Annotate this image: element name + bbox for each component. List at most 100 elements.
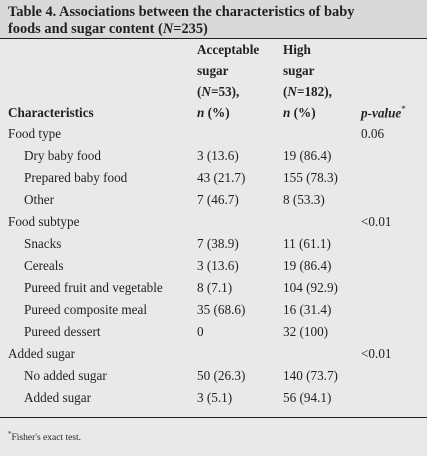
p-value-cell <box>361 233 427 255</box>
header-high-count-symbol: n <box>283 105 291 120</box>
row-label: Pureed composite meal <box>24 302 148 317</box>
high-sugar-cell <box>283 343 361 365</box>
row-label: Pureed dessert <box>24 324 101 339</box>
p-value-cell <box>361 189 427 211</box>
row-label: Other <box>24 192 55 207</box>
table-row: Dry baby food 3 (13.6) 19 (86.4) <box>0 145 427 167</box>
title-rule <box>0 38 427 39</box>
header-acceptable-n-value: =53), <box>210 84 240 99</box>
header-p-value-label: p-value <box>361 105 402 120</box>
p-value-cell <box>361 387 427 409</box>
p-value-cell: <0.01 <box>361 346 392 361</box>
p-value-cell <box>361 255 427 277</box>
header-acceptable-n-symbol: N <box>201 84 211 99</box>
table-row: Pureed fruit and vegetable 8 (7.1) 104 (92… <box>0 277 427 299</box>
acceptable-sugar-cell <box>197 123 283 145</box>
high-sugar-cell: 8 (53.3) <box>283 192 325 207</box>
row-label: Food type <box>8 126 62 141</box>
table-row: Added sugar 3 (5.1) 56 (94.1) <box>0 387 427 409</box>
high-sugar-cell <box>283 211 361 233</box>
header-high-sugar: High sugar (N=182), n (%) <box>283 39 361 123</box>
header-acceptable-line-1: Acceptable <box>197 42 260 57</box>
p-value-cell <box>361 321 427 343</box>
header-high-line-1: High <box>283 42 311 57</box>
header-characteristics: Characteristics <box>0 39 197 123</box>
acceptable-sugar-cell <box>197 211 283 233</box>
title-line-1: Table 4. Associations between the charac… <box>8 4 355 20</box>
title-n-symbol: N <box>162 21 174 37</box>
header-acceptable-line-4: n (%) <box>197 102 283 123</box>
header-characteristics-label: Characteristics <box>8 105 94 120</box>
high-sugar-cell: 16 (31.4) <box>283 302 332 317</box>
row-label: Snacks <box>24 236 62 251</box>
acceptable-sugar-cell: 7 (38.9) <box>197 236 239 251</box>
p-value-cell <box>361 365 427 387</box>
header-high-line-3: (N=182), <box>283 81 361 102</box>
high-sugar-cell: 19 (86.4) <box>283 148 332 163</box>
high-sugar-cell <box>283 123 361 145</box>
acceptable-sugar-cell <box>197 343 283 365</box>
acceptable-sugar-cell: 0 <box>197 324 204 339</box>
acceptable-sugar-cell: 43 (21.7) <box>197 170 246 185</box>
row-label: Prepared baby food <box>24 170 128 185</box>
p-value-cell: 0.06 <box>361 126 385 141</box>
high-sugar-cell: 32 (100) <box>283 324 329 339</box>
header-high-paren: ( <box>283 84 288 99</box>
header-p-value-mark: * <box>401 103 406 114</box>
row-label: Dry baby food <box>24 148 101 163</box>
row-label: No added sugar <box>24 368 107 383</box>
table-row: Cereals 3 (13.6) 19 (86.4) <box>0 255 427 277</box>
high-sugar-cell: 56 (94.1) <box>283 390 332 405</box>
table-row: Added sugar <0.01 <box>0 343 427 365</box>
table-row: Prepared baby food 43 (21.7) 155 (78.3) <box>0 167 427 189</box>
p-value-cell: <0.01 <box>361 214 392 229</box>
table-row: Food subtype <0.01 <box>0 211 427 233</box>
title-line-2: foods and sugar content (N=235) <box>8 21 419 38</box>
acceptable-sugar-cell: 35 (68.6) <box>197 302 246 317</box>
header-high-n-value: =182), <box>296 84 332 99</box>
header-acceptable-line-2: sugar <box>197 63 229 78</box>
header-high-n-symbol: N <box>287 84 297 99</box>
header-high-line-2: sugar <box>283 63 315 78</box>
acceptable-sugar-cell: 3 (5.1) <box>197 390 233 405</box>
header-acceptable-count-symbol: n <box>197 105 205 120</box>
acceptable-sugar-cell: 7 (46.7) <box>197 192 239 207</box>
acceptable-sugar-cell: 3 (13.6) <box>197 148 239 163</box>
high-sugar-cell: 155 (78.3) <box>283 170 338 185</box>
high-sugar-cell: 104 (92.9) <box>283 280 338 295</box>
table-title: Table 4. Associations between the charac… <box>0 0 427 38</box>
header-acceptable-line-3: (N=53), <box>197 81 283 102</box>
high-sugar-cell: 11 (61.1) <box>283 236 331 251</box>
table-row: Pureed dessert 0 32 (100) <box>0 321 427 343</box>
table-row: Snacks 7 (38.9) 11 (61.1) <box>0 233 427 255</box>
header-row: Characteristics Acceptable sugar (N=53),… <box>0 39 427 123</box>
acceptable-sugar-cell: 8 (7.1) <box>197 280 233 295</box>
high-sugar-cell: 19 (86.4) <box>283 258 332 273</box>
title-line-2-suffix: =235) <box>173 21 208 37</box>
bottom-rule <box>0 417 427 418</box>
table-row: No added sugar 50 (26.3) 140 (73.7) <box>0 365 427 387</box>
acceptable-sugar-cell: 3 (13.6) <box>197 258 239 273</box>
footnote-text: Fisher's exact test. <box>11 433 82 444</box>
row-label: Cereals <box>24 258 64 273</box>
title-line-2-prefix: foods and sugar content ( <box>8 21 163 37</box>
header-acceptable-percent: (%) <box>204 105 230 120</box>
p-value-cell <box>361 145 427 167</box>
row-label: Food subtype <box>8 214 80 229</box>
row-label: Added sugar <box>24 390 92 405</box>
header-high-line-4: n (%) <box>283 102 361 123</box>
high-sugar-cell: 140 (73.7) <box>283 368 338 383</box>
p-value-cell <box>361 167 427 189</box>
p-value-cell <box>361 277 427 299</box>
p-value-cell <box>361 299 427 321</box>
header-acceptable-sugar: Acceptable sugar (N=53), n (%) <box>197 39 283 123</box>
header-p-value: p-value* <box>361 39 427 123</box>
table-row: Food type 0.06 <box>0 123 427 145</box>
footnote: *Fisher's exact test. <box>8 428 81 444</box>
footnote-mark: * <box>8 430 12 438</box>
table-row: Pureed composite meal 35 (68.6) 16 (31.4) <box>0 299 427 321</box>
header-high-percent: (%) <box>290 105 316 120</box>
table-row: Other 7 (46.7) 8 (53.3) <box>0 189 427 211</box>
acceptable-sugar-cell: 50 (26.3) <box>197 368 246 383</box>
